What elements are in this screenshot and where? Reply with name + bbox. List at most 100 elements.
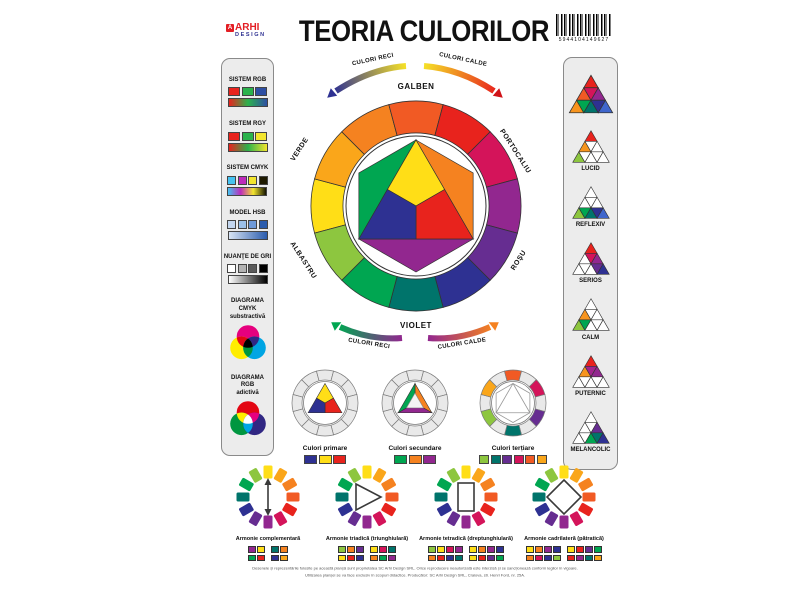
color-swatch <box>258 175 268 185</box>
color-swatch <box>536 455 547 464</box>
color-swatch <box>408 455 422 464</box>
color-swatch <box>526 546 534 553</box>
secondary-colors-swatches <box>375 455 455 464</box>
model-hsb-swatches <box>227 220 268 229</box>
harmony-tetradic-circle <box>434 465 498 529</box>
mood-triangle-item: SERIOS <box>570 240 612 286</box>
color-swatch <box>258 264 268 274</box>
tertiary-colors-label: Culori terțiare <box>491 445 535 452</box>
color-swatch <box>356 554 364 561</box>
logo-text-arhi: ARHI <box>235 22 260 33</box>
color-swatch <box>553 546 561 553</box>
arhi-design-logo: A ARHI DESIGN <box>226 23 272 39</box>
color-swatch <box>227 264 237 274</box>
harmony-square-circle <box>532 465 596 529</box>
logo-text-design: DESIGN <box>235 32 266 38</box>
harmony-square-swatches <box>509 546 619 561</box>
color-swatch <box>437 546 445 553</box>
color-swatch <box>544 546 552 553</box>
primary-colors-label: Culori primare <box>302 445 348 452</box>
mood-triangle <box>568 74 613 114</box>
mood-triangle <box>571 410 610 444</box>
rgb-venn-item: DIAGRAMA RGB adictivă <box>228 375 268 437</box>
harmony-swatch-group <box>338 546 364 553</box>
color-swatch <box>237 264 247 274</box>
grayscale-gradient <box>227 275 268 285</box>
color-swatch <box>228 87 240 97</box>
mood-triangle-item: PUTERNIC <box>570 353 612 399</box>
harmony-swatch-group <box>567 554 602 561</box>
mood-triangle-label: SERIOS <box>579 278 602 285</box>
color-swatch <box>487 546 495 553</box>
color-swatch <box>248 175 258 185</box>
color-swatch <box>379 554 387 561</box>
label-violet: VIOLET <box>400 321 432 330</box>
color-swatch <box>428 554 436 561</box>
grayscale-swatches <box>227 264 268 274</box>
color-swatch <box>241 87 254 97</box>
color-swatch <box>437 554 445 561</box>
harmony-tetradic-label: Armonie tetradică (dreptunghiulară) <box>419 536 513 542</box>
harmony-swatch-group <box>469 554 504 561</box>
color-swatch <box>338 546 346 553</box>
color-swatch <box>227 220 237 229</box>
primary-colors-wheel <box>291 369 359 437</box>
color-swatch <box>356 546 364 553</box>
rgb-venn-diagram <box>229 401 266 436</box>
color-swatch <box>478 546 486 553</box>
mood-triangle <box>571 242 610 276</box>
primary-colors-swatches <box>285 455 365 464</box>
system-cmyk-gradient <box>227 186 268 196</box>
harmony-swatch-group <box>248 546 265 553</box>
mood-triangle-label: PUTERNIC <box>575 390 606 397</box>
secondary-colors-label: Culori secundare <box>388 445 442 452</box>
color-swatch <box>446 546 454 553</box>
color-swatch <box>502 455 513 464</box>
color-swatch <box>388 554 396 561</box>
color-swatch <box>567 554 575 561</box>
color-swatch <box>338 554 346 561</box>
harmony-complementary-label: Armonie complementară <box>235 536 301 542</box>
harmony-swatch-group <box>428 554 463 561</box>
color-swatch <box>237 175 247 185</box>
temperature-arrows-top <box>327 63 503 98</box>
arhi-logo-icon: A <box>226 24 234 32</box>
secondary-colors-wheel-block: Culori secundare <box>375 368 455 464</box>
system-rgy-gradient <box>227 142 268 152</box>
harmony-swatch-group <box>370 546 396 553</box>
system-cmyk-label: SISTEM CMYK <box>226 165 269 172</box>
color-swatch <box>455 546 463 553</box>
color-swatch <box>248 264 258 274</box>
secondary-colors-wheel <box>381 369 449 437</box>
system-cmyk-item: SISTEM CMYK <box>226 165 269 196</box>
model-hsb-item: MODEL HSB <box>227 210 268 240</box>
mood-triangle-item: CALM <box>570 296 612 342</box>
mood-triangle-item <box>566 72 616 118</box>
harmony-tetradic-block: Armonie tetradică (dreptunghiulară) <box>411 465 521 561</box>
harmony-swatch-group <box>271 546 288 553</box>
color-swatch <box>258 220 268 229</box>
itten-color-wheel <box>310 100 522 312</box>
mood-triangle <box>571 354 610 388</box>
color-swatch <box>388 546 396 553</box>
system-rgb-label: SISTEM RGB <box>228 76 267 83</box>
cmyk-venn-label: DIAGRAMA CMYK substractivă <box>229 298 266 320</box>
tertiary-colors-wheel-block: Culori terțiare <box>473 368 553 464</box>
color-swatch <box>304 455 317 464</box>
system-rgy-item: SISTEM RGY <box>227 121 268 152</box>
system-rgb-gradient <box>227 98 268 108</box>
harmony-swatch-group <box>526 554 561 561</box>
footer-copyright-line: Desenele și reprezentările folosite pe a… <box>252 566 578 571</box>
color-swatch <box>490 455 501 464</box>
color-swatch <box>576 546 584 553</box>
color-swatch <box>423 455 436 464</box>
color-systems-panel: SISTEM RGB SISTEM RGY SISTEM CMYK MODEL … <box>221 58 274 456</box>
tertiary-colors-wheel <box>479 369 547 437</box>
color-swatch <box>248 554 256 561</box>
color-swatch <box>525 455 536 464</box>
harmony-square-label: Armonie cadrilateră (pătratică) <box>524 536 604 542</box>
color-swatch <box>526 554 534 561</box>
barcode: 5944104149627 <box>555 14 613 43</box>
color-swatch <box>487 554 495 561</box>
color-swatch <box>496 546 504 553</box>
